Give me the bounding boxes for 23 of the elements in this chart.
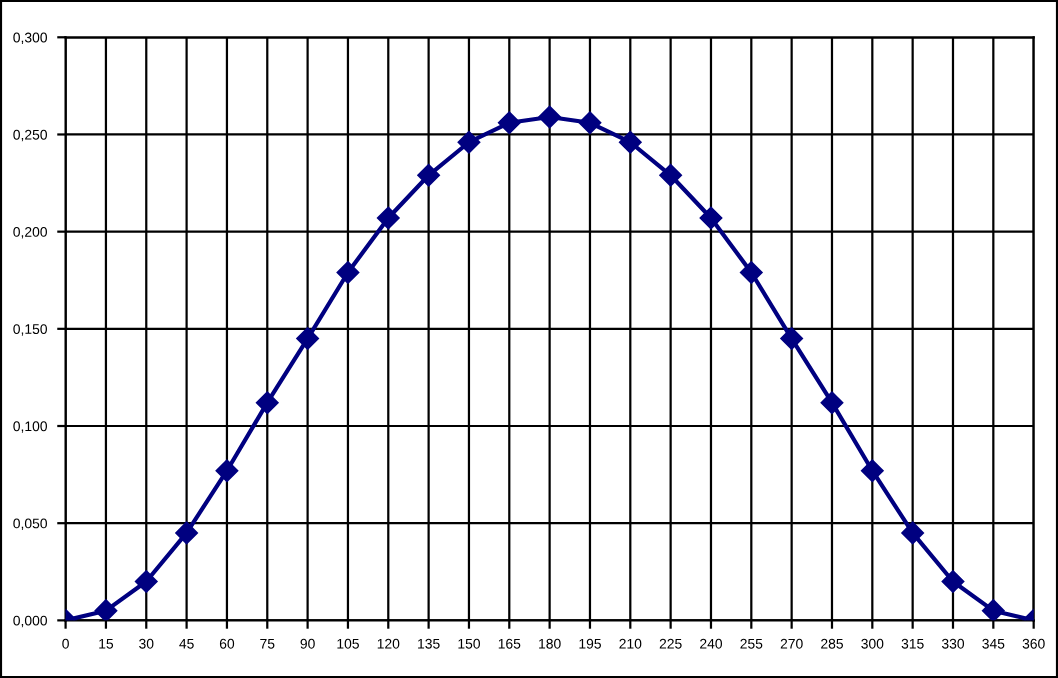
- point: [699, 206, 723, 230]
- point: [619, 131, 642, 154]
- point: [538, 105, 561, 129]
- point: [659, 164, 682, 187]
- point: [135, 570, 158, 593]
- point: [861, 459, 884, 482]
- point: [941, 570, 965, 593]
- point: [94, 599, 118, 621]
- point: [982, 599, 1005, 621]
- point: [498, 111, 521, 135]
- point: [740, 261, 763, 284]
- point: [820, 391, 844, 414]
- point: [417, 164, 440, 187]
- point: [780, 327, 803, 350]
- point: [215, 459, 239, 482]
- point: [377, 206, 400, 230]
- point: [901, 521, 924, 545]
- point: [336, 261, 360, 284]
- point: [457, 131, 481, 154]
- point: [578, 111, 602, 135]
- point: [256, 391, 279, 414]
- point: [296, 327, 319, 350]
- point: [175, 521, 198, 545]
